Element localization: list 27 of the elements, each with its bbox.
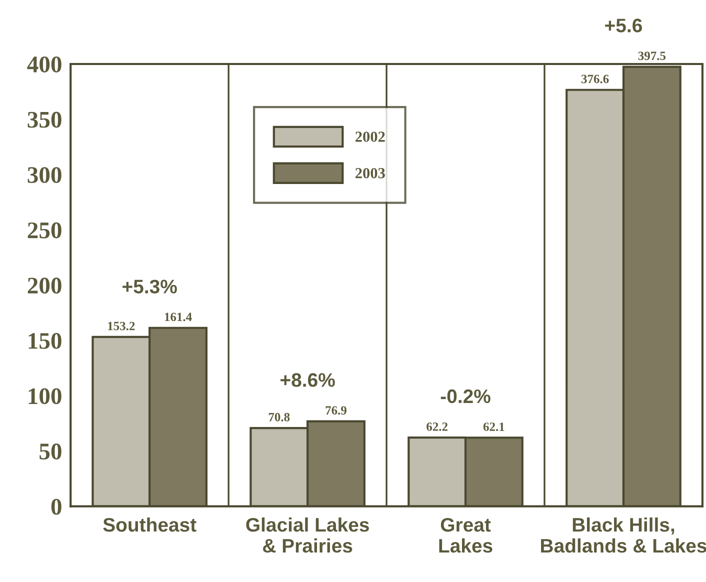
x-tick-label: Black Hills, Badlands & Lakes [541, 517, 706, 553]
y-tick-label: 200 [28, 278, 62, 294]
y-tick-label: 100 [28, 388, 62, 404]
y-tick-label: 250 [28, 222, 62, 238]
legend-label: 2002 [356, 132, 385, 142]
y-tick-label: 400 [27, 56, 62, 72]
x-tick-label: Great Lakes [439, 518, 492, 553]
y-tick-label: 50 [40, 444, 62, 460]
data-label: 376.6 [581, 74, 609, 84]
y-tick-label: 350 [28, 112, 62, 128]
data-label: 62.2 [426, 422, 448, 431]
annotation: +5.3% [122, 280, 177, 294]
annotation: +8.6% [280, 373, 335, 387]
y-tick-label: 300 [28, 167, 62, 184]
data-label: 161.4 [164, 312, 192, 322]
y-tick-label: 0 [51, 498, 62, 515]
data-label: 70.8 [268, 412, 290, 422]
data-label: 397.5 [638, 52, 666, 60]
y-tick-label: 150 [28, 332, 62, 349]
x-tick-label: Glacial Lakes & Prairies [246, 517, 369, 553]
annotation: -0.2% [440, 389, 490, 404]
data-label: 153.2 [108, 322, 135, 330]
text: +5.6 [605, 18, 642, 32]
data-label: 76.9 [326, 406, 346, 415]
data-label: 62.1 [483, 422, 504, 432]
legend-label: 2003 [356, 168, 385, 178]
x-tick-label: Southeast [103, 517, 196, 532]
